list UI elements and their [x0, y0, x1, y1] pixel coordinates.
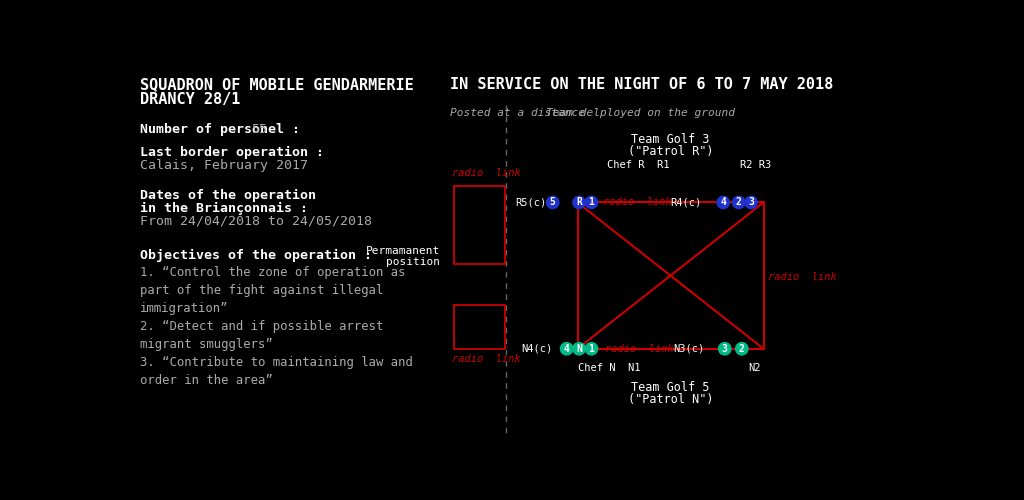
Circle shape	[732, 196, 744, 208]
Circle shape	[560, 342, 572, 355]
Text: N2: N2	[748, 362, 761, 372]
Text: ("Patrol R"): ("Patrol R")	[628, 146, 714, 158]
Circle shape	[744, 196, 758, 208]
Text: radio  link: radio link	[452, 354, 520, 364]
Text: DRANCY 28/1: DRANCY 28/1	[139, 92, 240, 108]
Text: Posted at a distance: Posted at a distance	[450, 108, 585, 118]
Text: Chef R  R1: Chef R R1	[607, 160, 670, 170]
Text: R2 R3: R2 R3	[740, 160, 771, 170]
Text: radio  link: radio link	[452, 168, 520, 178]
Circle shape	[735, 342, 748, 355]
Circle shape	[719, 342, 731, 355]
Text: radio  link: radio link	[604, 344, 674, 354]
Text: R: R	[577, 198, 582, 207]
Text: 5: 5	[550, 198, 556, 207]
Text: N: N	[577, 344, 582, 354]
Text: Dates of the operation: Dates of the operation	[139, 190, 315, 202]
Text: ("Patrol N"): ("Patrol N")	[628, 392, 714, 406]
Text: Chef N  N1: Chef N N1	[578, 362, 640, 372]
Text: Team delployed on the ground: Team delployed on the ground	[547, 108, 735, 118]
Text: radio  link: radio link	[768, 272, 837, 282]
Text: 1: 1	[589, 344, 594, 354]
Text: N3(c): N3(c)	[674, 344, 705, 354]
Circle shape	[547, 196, 559, 208]
Text: Calais, February 2017: Calais, February 2017	[139, 158, 307, 172]
Circle shape	[586, 342, 598, 355]
Text: Team Golf 5: Team Golf 5	[632, 381, 710, 394]
Text: 55: 55	[251, 123, 267, 136]
Text: 3: 3	[722, 344, 728, 354]
Text: R5(c): R5(c)	[515, 198, 547, 207]
Text: 3: 3	[749, 198, 754, 207]
Circle shape	[717, 196, 729, 208]
Text: 4: 4	[564, 344, 569, 354]
Text: Objectives of the operation :: Objectives of the operation :	[139, 248, 372, 262]
Circle shape	[572, 196, 586, 208]
Text: From 24/04/2018 to 24/05/2018: From 24/04/2018 to 24/05/2018	[139, 214, 372, 227]
Text: Team Golf 3: Team Golf 3	[632, 133, 710, 146]
Circle shape	[586, 196, 598, 208]
Text: SQUADRON OF MOBILE GENDARMERIE: SQUADRON OF MOBILE GENDARMERIE	[139, 77, 414, 92]
Text: Permamanent
position: Permamanent position	[366, 246, 440, 267]
Text: Number of personel :: Number of personel :	[139, 123, 307, 136]
Text: R4(c): R4(c)	[671, 198, 701, 207]
Text: N4(c): N4(c)	[521, 344, 553, 354]
Text: 4: 4	[720, 198, 726, 207]
Circle shape	[572, 342, 586, 355]
Text: 2: 2	[739, 344, 744, 354]
Text: radio  link: radio link	[603, 198, 672, 207]
Text: Last border operation :: Last border operation :	[139, 146, 324, 160]
Text: 1: 1	[589, 198, 594, 207]
Text: 1. “Control the zone of operation as
part of the fight against illegal
immigrati: 1. “Control the zone of operation as par…	[139, 266, 413, 388]
Text: 2: 2	[736, 198, 741, 207]
Text: in the Briançonnais :: in the Briançonnais :	[139, 202, 307, 215]
Text: IN SERVICE ON THE NIGHT OF 6 TO 7 MAY 2018: IN SERVICE ON THE NIGHT OF 6 TO 7 MAY 20…	[450, 77, 833, 92]
